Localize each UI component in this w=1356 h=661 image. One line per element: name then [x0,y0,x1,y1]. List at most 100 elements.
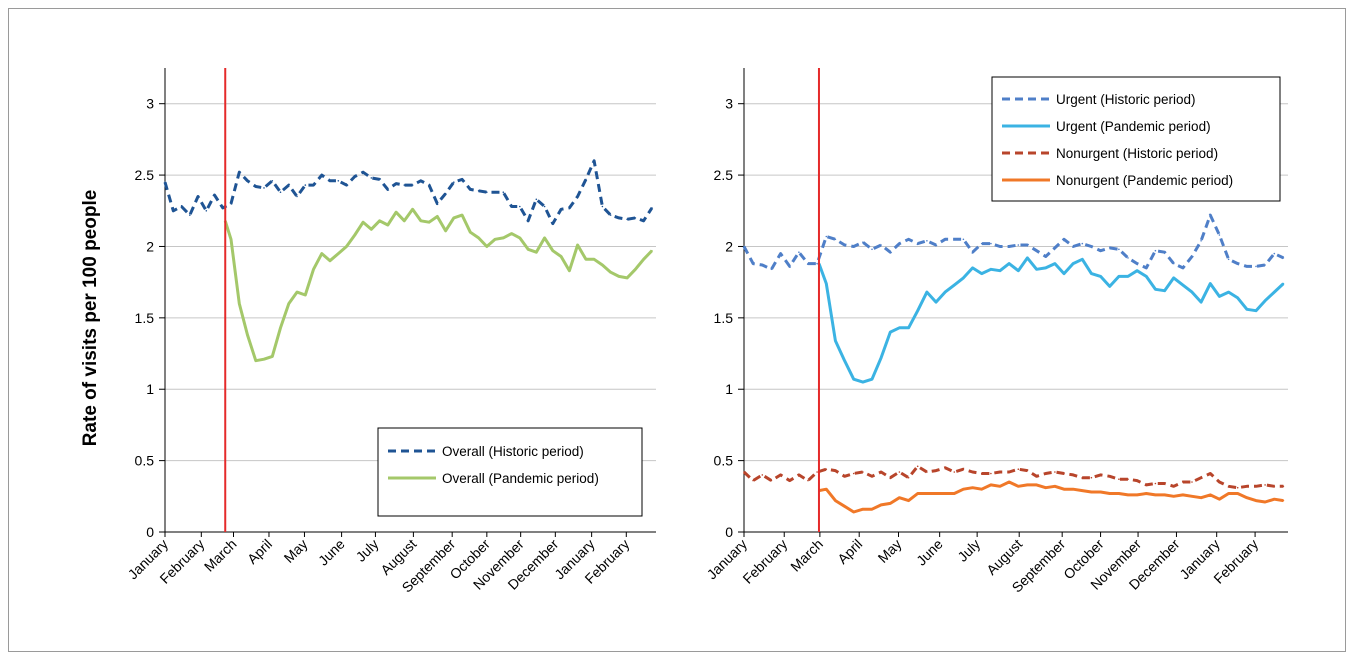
y-tick-label: 2.5 [135,167,155,183]
data-point [944,492,946,495]
y-tick-label: 1.5 [135,310,155,326]
data-point [164,181,166,183]
data-point [312,268,315,271]
data-point [345,245,348,248]
data-point [1209,494,1212,496]
data-point [461,178,463,181]
y-tick-label: 1 [146,381,154,397]
data-point [1246,485,1248,488]
data-point [1200,240,1202,242]
data-point [1108,492,1111,495]
data-point [1154,288,1157,291]
data-point [1017,244,1020,246]
data-point [1072,262,1074,265]
figure-frame [8,8,1346,652]
data-point [420,180,422,182]
data-point [568,269,571,272]
data-point [843,359,846,362]
data-point [1118,478,1120,481]
data-point [1099,249,1102,252]
x-tick-label: June [913,536,946,569]
data-point [990,472,992,475]
data-point [370,177,373,179]
data-point [1044,472,1047,475]
data-point [1108,475,1111,478]
data-point [1026,484,1029,486]
data-point [953,238,956,241]
data-point [543,237,546,239]
data-point [898,471,901,473]
data-point [626,277,628,279]
data-point [1182,267,1184,269]
data-point [1063,272,1065,275]
y-tick-label: 0 [725,524,733,540]
data-point [626,218,628,221]
data-point [609,271,612,274]
data-point [898,496,901,499]
data-point [916,242,919,245]
data-point [898,242,901,245]
data-point [743,245,745,248]
data-point [296,195,298,198]
x-tick-label: June [315,536,348,569]
data-point [576,244,579,246]
data-point [971,471,974,473]
data-point [880,471,882,473]
data-point [862,471,864,473]
data-point [213,194,216,196]
x-tick-label: May [281,536,311,566]
data-point [807,262,809,265]
legend-entry: Overall (Historic period) [442,444,584,459]
legend: Overall (Historic period) Overall (Pandem… [377,427,643,517]
data-point [990,242,992,245]
data-point [1145,275,1148,278]
data-point [1246,496,1248,499]
data-point [1026,244,1029,246]
x-tick-label: August [983,536,1025,578]
data-point [1136,262,1138,265]
data-point [172,210,175,212]
data-point [770,268,773,271]
data-point [1035,249,1038,252]
data-point [1118,248,1120,251]
data-point [1026,469,1029,472]
data-point [618,275,620,278]
series-line-overall-pandemic-period [223,207,653,363]
data-point [296,291,298,293]
data-point [180,205,183,208]
data-point [271,355,274,358]
data-point [807,479,809,482]
y-axis-label: Rate of visits per 100 people [80,190,100,447]
data-point [453,217,455,219]
data-point [926,471,928,473]
data-point [1172,485,1175,488]
y-tick-label: 0.5 [714,453,734,469]
data-point [971,251,974,253]
data-point [1172,262,1175,265]
data-point [1090,476,1093,479]
data-point [543,205,546,208]
x-tick-label: March [787,536,826,575]
data-point [510,205,513,208]
data-point [1227,485,1230,488]
data-point [568,207,571,209]
data-point [880,244,882,246]
series-line-urgent-pandemic-period [817,256,1285,384]
data-point [798,251,800,253]
data-point [222,207,224,209]
data-point [642,220,645,222]
y-tick-label: 3 [146,96,154,112]
data-point [843,475,846,478]
data-point [634,217,637,219]
data-point [634,268,637,271]
data-point [752,262,754,265]
data-point [1236,262,1239,265]
data-point [962,277,965,279]
data-point [880,357,882,359]
data-point [420,220,422,222]
data-point [321,174,323,176]
data-point [944,467,946,469]
data-point [1035,475,1038,478]
data-point [907,476,910,479]
data-point [788,479,791,482]
